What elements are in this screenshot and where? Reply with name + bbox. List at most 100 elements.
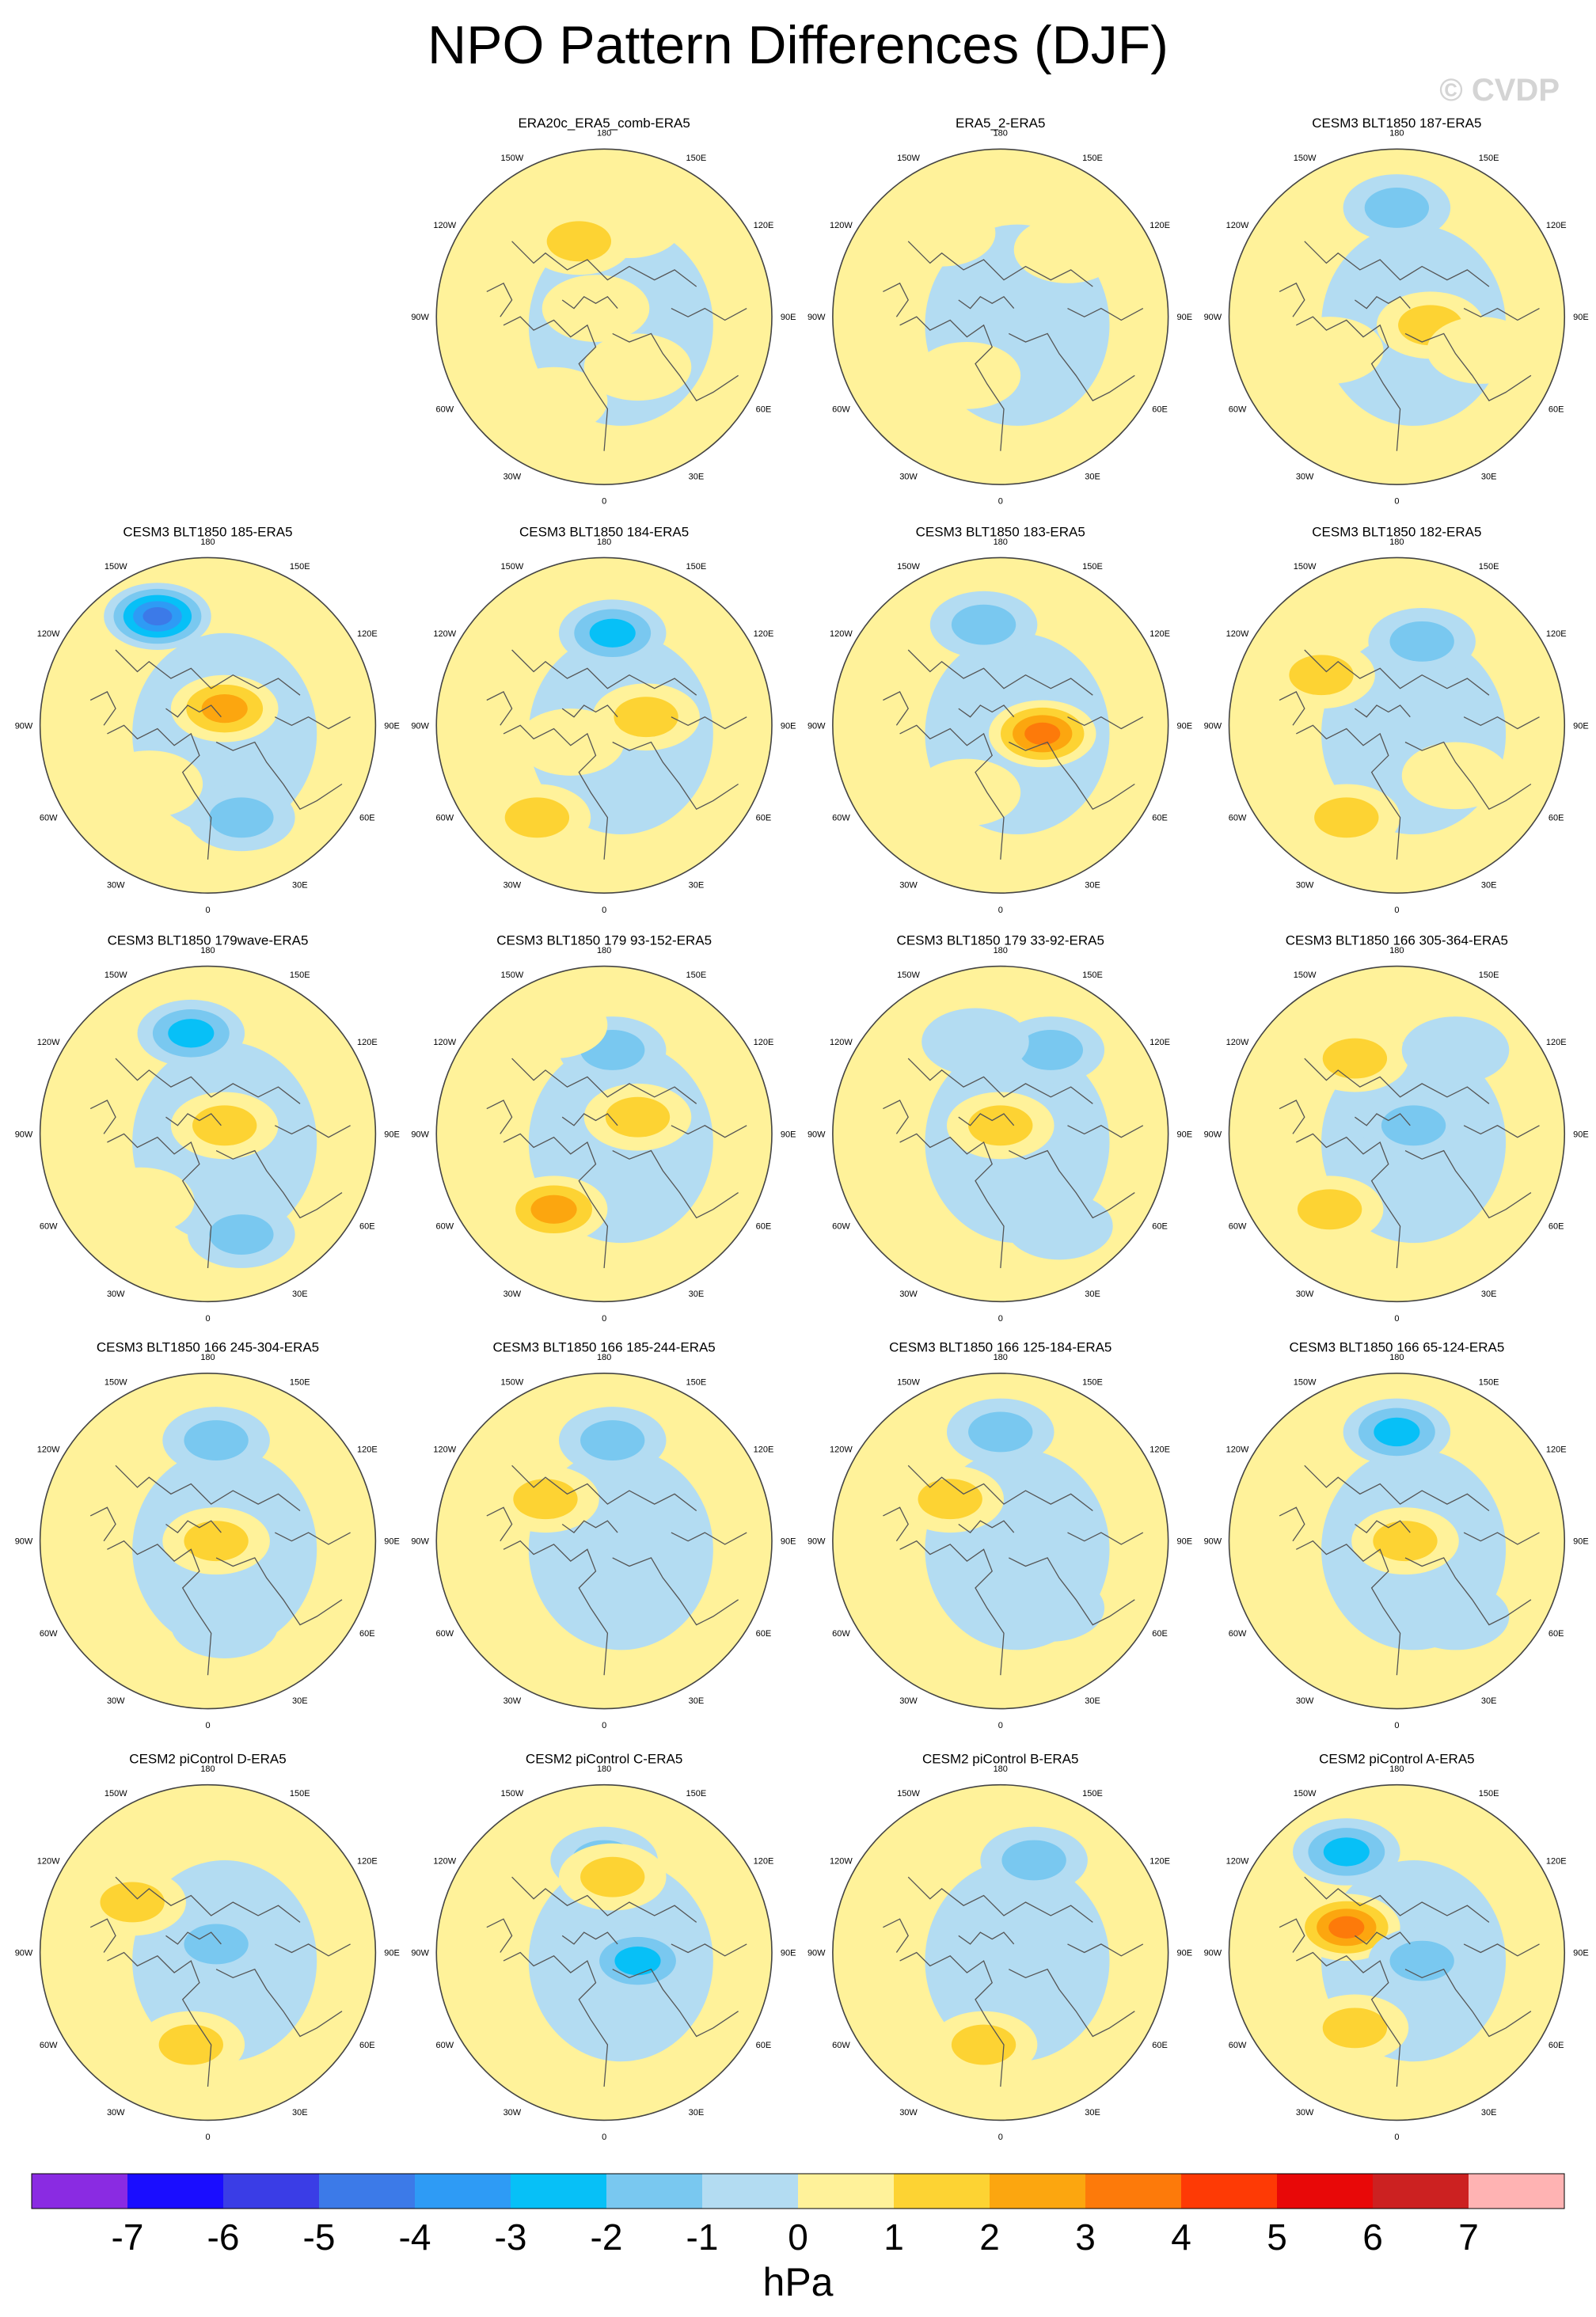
longitude-label: 60E: [1548, 2041, 1564, 2050]
negative-anomaly: [168, 1019, 215, 1048]
coastline: [883, 691, 909, 726]
polar-map: [1229, 149, 1565, 485]
positive-anomaly: [580, 1856, 645, 1897]
longitude-label: 60E: [1152, 405, 1168, 414]
longitude-label: 60W: [40, 2041, 58, 2050]
longitude-label: 30E: [1085, 881, 1100, 891]
coastline: [671, 307, 747, 321]
longitude-label: 120W: [830, 629, 853, 639]
coastline: [1463, 1532, 1540, 1545]
longitude-label: 60W: [1229, 814, 1247, 823]
longitude-label: 30E: [1481, 473, 1497, 482]
longitude-label: 60E: [756, 405, 772, 414]
coastline: [907, 1876, 1093, 1923]
longitude-label: 120W: [830, 1856, 853, 1866]
colorbar-bin: [319, 2174, 416, 2209]
coastline: [89, 1506, 116, 1542]
longitude-label: 150E: [686, 154, 707, 163]
longitude-label: 0: [1394, 497, 1399, 507]
negative-anomaly: [1401, 1016, 1510, 1084]
longitude-label: 90E: [781, 1130, 796, 1139]
coastline: [115, 1058, 301, 1104]
coastline: [215, 1557, 343, 1626]
longitude-label: 90W: [1204, 1949, 1222, 1958]
longitude-label: 120E: [1546, 629, 1567, 639]
colorbar-bin: [1181, 2174, 1278, 2209]
longitude-label: 180: [200, 1764, 215, 1774]
longitude-label: 60E: [1152, 1222, 1168, 1232]
longitude-label: 180: [1389, 1353, 1404, 1362]
longitude-label: 60W: [40, 1629, 58, 1639]
negative-anomaly: [184, 1924, 249, 1965]
map-boundary: [1228, 965, 1566, 1303]
colorbar-frame: [31, 2173, 1565, 2209]
longitude-label: 180: [1389, 537, 1404, 547]
polar-map: [436, 966, 772, 1302]
longitude-label: 180: [994, 946, 1008, 955]
polar-map: [832, 1784, 1168, 2121]
longitude-label: 120E: [357, 1038, 378, 1047]
longitude-label: 120E: [754, 1445, 774, 1454]
coastline: [503, 1951, 609, 2087]
longitude-label: 30W: [107, 1290, 125, 1299]
longitude-label: 60E: [756, 2041, 772, 2050]
longitude-label: 150E: [686, 1377, 707, 1387]
coastline: [1296, 1951, 1401, 2087]
panel-title: CESM3 BLT1850 179 33-92-ERA5: [897, 932, 1104, 948]
longitude-label: 60E: [756, 1629, 772, 1639]
negative-anomaly: [580, 1420, 645, 1460]
longitude-label: 150W: [501, 1789, 524, 1799]
longitude-label: 120W: [37, 1856, 60, 1866]
map-boundary: [832, 965, 1169, 1303]
coastline: [561, 1931, 618, 1945]
colorbar-bin: [1085, 2174, 1182, 2209]
longitude-label: 30W: [899, 2108, 918, 2118]
colorbar-bin: [223, 2174, 320, 2209]
colorbar-tick-label: 4: [1171, 2216, 1191, 2258]
colorbar-bin: [894, 2174, 990, 2209]
positive-anomaly: [1024, 722, 1061, 746]
positive-anomaly: [1427, 317, 1535, 384]
longitude-label: 120W: [1226, 629, 1249, 639]
longitude-label: 90W: [411, 721, 429, 731]
longitude-label: 90E: [1176, 313, 1192, 322]
positive-anomaly: [516, 708, 625, 776]
longitude-label: 120W: [1226, 1445, 1249, 1454]
longitude-label: 90E: [384, 1949, 400, 1958]
coastline: [486, 691, 513, 726]
negative-anomaly: [968, 1411, 1033, 1453]
longitude-label: 30E: [1481, 1696, 1497, 1706]
coastline: [1067, 307, 1144, 321]
coastline: [1009, 332, 1135, 401]
negative-anomaly: [1364, 188, 1430, 228]
coastline: [561, 705, 618, 718]
longitude-label: 30E: [1481, 1290, 1497, 1299]
panel-title: CESM3 BLT1850 185-ERA5: [123, 524, 292, 539]
coastline: [1067, 1943, 1144, 1957]
polar-map: [40, 966, 376, 1302]
longitude-label: 90E: [384, 1537, 400, 1547]
longitude-label: 120W: [433, 221, 456, 230]
longitude-label: 120W: [433, 1038, 456, 1047]
panel-title: CESM2 piControl A-ERA5: [1319, 1752, 1475, 1767]
longitude-label: 120E: [357, 1445, 378, 1454]
coastline: [1009, 1968, 1135, 2038]
coastline: [1009, 1557, 1135, 1626]
longitude-label: 120W: [830, 1445, 853, 1454]
longitude-label: 90E: [384, 721, 400, 731]
longitude-label: 30E: [292, 1290, 308, 1299]
coastline: [503, 724, 609, 860]
longitude-label: 30W: [107, 2108, 125, 2118]
longitude-label: 150E: [1082, 154, 1103, 163]
cvdp-watermark: © CVDP: [1439, 73, 1560, 108]
longitude-label: 150E: [1082, 1377, 1103, 1387]
coastline: [107, 724, 212, 860]
longitude-label: 150W: [1294, 1789, 1317, 1799]
longitude-label: 90E: [1573, 313, 1589, 322]
coastline: [907, 1464, 1093, 1512]
longitude-label: 120E: [1150, 1038, 1170, 1047]
longitude-label: 60E: [1548, 1629, 1564, 1639]
coastline: [1279, 1100, 1305, 1134]
positive-anomaly: [1401, 742, 1510, 810]
